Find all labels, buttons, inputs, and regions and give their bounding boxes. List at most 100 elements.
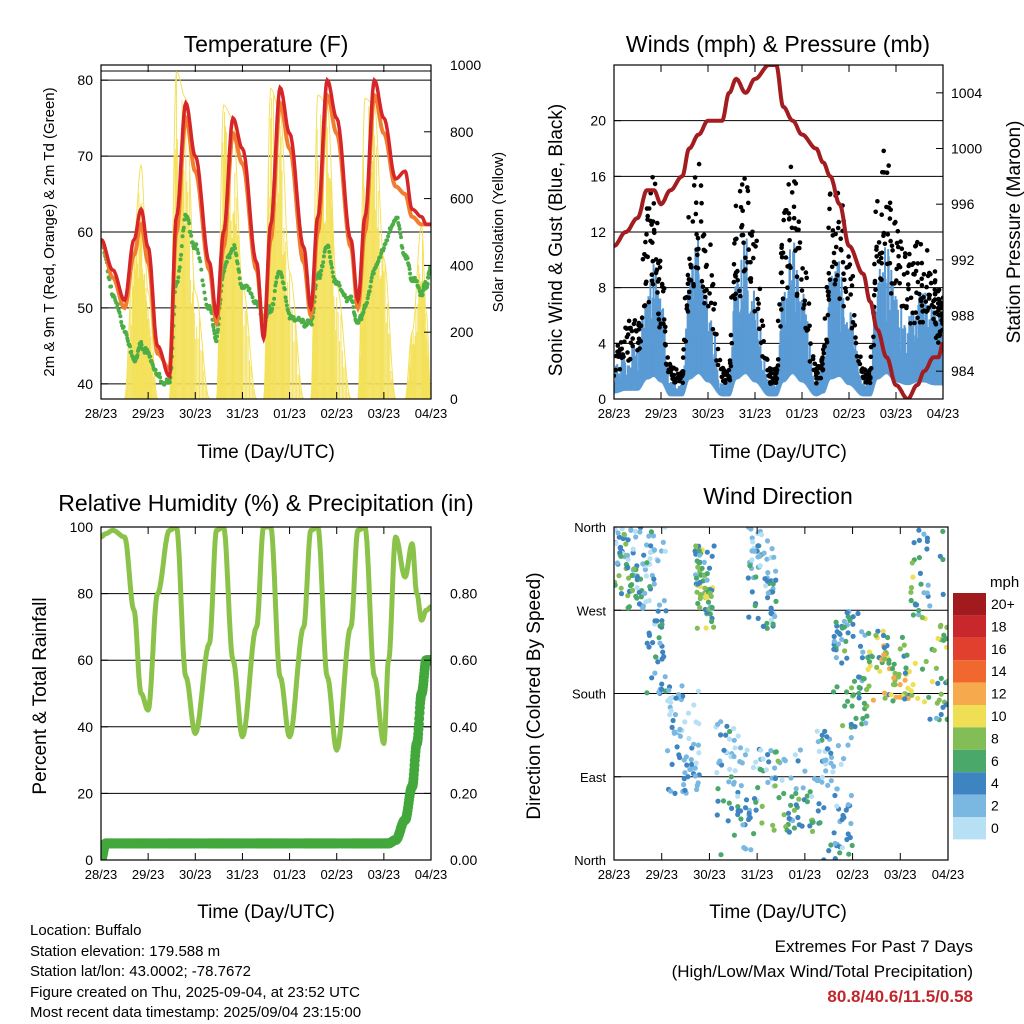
direction-point — [619, 527, 625, 532]
direction-point — [668, 788, 674, 794]
direction-point — [693, 760, 699, 766]
direction-point — [897, 646, 903, 652]
direction-point — [696, 560, 702, 566]
dewpoint-point — [329, 262, 334, 266]
gust-point — [732, 241, 737, 246]
gust-point — [632, 318, 638, 323]
dewpoint-point — [365, 296, 370, 301]
direction-point — [702, 585, 708, 591]
direction-point — [822, 728, 828, 735]
direction-point — [618, 591, 625, 597]
direction-point — [731, 737, 737, 743]
direction-point — [755, 615, 761, 622]
gust-point — [788, 265, 793, 271]
direction-point — [714, 770, 720, 776]
direction-point — [659, 621, 665, 627]
gust-point — [788, 164, 794, 170]
dewpoint-point — [273, 283, 278, 288]
dewpoint-point — [386, 230, 391, 235]
direction-point — [755, 543, 761, 549]
gust-point — [833, 277, 838, 283]
direction-point — [760, 623, 767, 630]
gust-point — [737, 288, 742, 294]
direction-point — [821, 805, 827, 811]
gust-point — [848, 292, 853, 297]
gust-point — [695, 252, 700, 258]
gust-point — [727, 377, 733, 383]
direction-point — [749, 535, 755, 541]
gust-point — [707, 291, 712, 296]
dewpoint-point — [351, 305, 356, 310]
direction-point — [697, 605, 703, 611]
direction-point — [839, 660, 845, 666]
direction-point — [814, 728, 820, 734]
gust-point — [709, 273, 715, 278]
humidity-panel: Relative Humidity (%) & Precipitation (i… — [30, 490, 477, 923]
direction-point — [655, 558, 661, 564]
direction-point — [846, 851, 852, 857]
humidity-frame — [100, 526, 432, 861]
direction-point — [916, 527, 922, 533]
gust-point — [831, 250, 837, 256]
x-tick-label: 03/23 — [368, 406, 401, 421]
direction-point — [677, 733, 684, 739]
x-tick-label: 03/23 — [884, 867, 917, 882]
direction-title: Wind Direction — [703, 483, 853, 509]
gust-point — [748, 259, 753, 265]
gust-point — [661, 286, 667, 291]
direction-point — [646, 630, 652, 636]
gust-point — [875, 199, 880, 204]
dewpoint-point — [235, 261, 240, 266]
gust-point — [853, 340, 859, 346]
x-tick-label: 30/23 — [693, 867, 726, 882]
direction-point — [943, 644, 948, 650]
direction-point — [841, 618, 848, 624]
y-tick-label: 0 — [85, 852, 93, 868]
direction-point — [616, 573, 622, 579]
gust-point — [674, 367, 679, 372]
dewpoint-point — [250, 295, 255, 300]
direction-point — [912, 660, 918, 667]
gust-point — [871, 293, 877, 298]
direction-point — [856, 695, 862, 701]
y-tick-label: 100 — [70, 519, 94, 535]
dewpoint-point — [369, 275, 374, 280]
dewpoint-point — [407, 263, 412, 268]
gust-point — [715, 346, 721, 352]
direction-point — [821, 857, 827, 860]
gust-point — [894, 266, 899, 272]
direction-point — [903, 665, 909, 671]
gust-point — [842, 277, 847, 283]
gust-point — [826, 297, 832, 302]
gust-point — [698, 219, 704, 224]
dewpoint-point — [369, 279, 374, 284]
direction-point — [695, 780, 701, 786]
gust-point — [714, 358, 719, 363]
direction-point — [677, 726, 683, 733]
x-tick-label: 31/23 — [226, 406, 259, 421]
direction-point — [888, 692, 894, 698]
direction-point — [735, 733, 741, 739]
extremes-subtitle: (High/Low/Max Wind/Total Precipitation) — [671, 962, 973, 981]
y-tick-label: 80 — [77, 586, 93, 602]
direction-point — [844, 689, 850, 695]
legend-swatch — [953, 637, 986, 661]
gust-point — [708, 242, 713, 247]
direction-point — [881, 652, 887, 658]
direction-point — [692, 765, 698, 771]
direction-point — [662, 548, 668, 554]
direction-point — [750, 539, 756, 545]
direction-point — [625, 556, 631, 563]
gust-point — [841, 303, 846, 309]
x-tick-label: 01/23 — [273, 867, 306, 882]
gust-point — [932, 297, 938, 302]
gust-point — [854, 354, 860, 359]
gust-point — [638, 323, 644, 329]
gust-point — [754, 238, 759, 244]
direction-point — [695, 742, 702, 748]
direction-point — [809, 793, 815, 800]
direction-point — [938, 691, 944, 697]
direction-label: North — [574, 853, 606, 868]
direction-point — [739, 760, 745, 766]
